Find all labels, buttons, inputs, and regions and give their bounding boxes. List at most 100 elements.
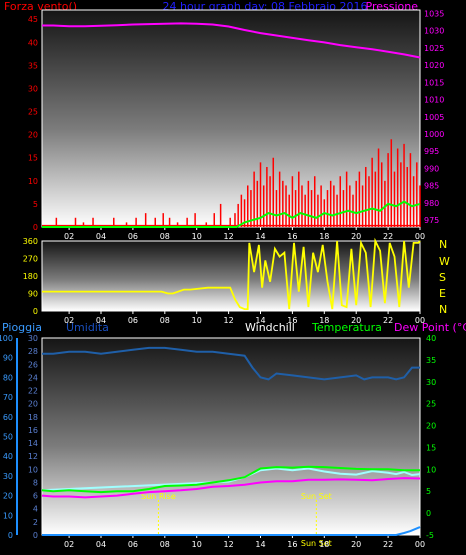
direction-panel (41, 240, 421, 312)
pressure-axis-tick: 990 (424, 164, 439, 173)
x-tick-label: 06 (128, 540, 138, 549)
wind-axis-tick: 45 (28, 15, 38, 24)
wind-axis-tick: 35 (28, 61, 38, 70)
rain-axis-tick: 100 (0, 334, 13, 343)
pressure-axis-tick: 980 (424, 199, 439, 208)
x-tick-label: 00 (415, 316, 425, 325)
temperature-axis-tick: 40 (426, 334, 436, 343)
sunrise-label: Sun Rise (141, 492, 176, 501)
x-tick-label: 02 (64, 540, 74, 549)
direction-letter-w: W (439, 255, 450, 268)
temperature-legend: Temperatura (311, 321, 382, 334)
x-tick-label: 14 (255, 316, 265, 325)
x-tick-label: 06 (128, 316, 138, 325)
rain-axis-tick: 90 (3, 354, 13, 363)
temperature-axis-tick: 5 (426, 487, 431, 496)
x-tick-label: 06 (128, 232, 138, 241)
x-tick-label: 14 (255, 232, 265, 241)
x-tick-label: 22 (383, 232, 393, 241)
direction-axis-tick: 0 (33, 307, 38, 316)
x-tick-label: 18 (319, 540, 329, 549)
sunset-label: Sun Set (301, 492, 332, 501)
x-tick-label: 20 (351, 540, 361, 549)
temperature-axis-tick: 30 (426, 378, 436, 387)
rain-axis-tick: 20 (3, 492, 13, 501)
wind-panel (41, 9, 421, 228)
humidity-axis-tick: 16 (28, 426, 38, 435)
wind-axis-tick: 15 (28, 154, 38, 163)
x-tick-label: 10 (192, 316, 202, 325)
rain-legend: Pioggia (2, 321, 42, 334)
pressure-axis-tick: 1035 (424, 9, 444, 18)
temperature-axis-tick: 15 (426, 443, 436, 452)
x-tick-label: 02 (64, 232, 74, 241)
humidity-legend: Umidita (66, 321, 109, 334)
wind-axis-tick: 0 (33, 223, 38, 232)
x-tick-label: 18 (319, 232, 329, 241)
x-tick-label: 10 (192, 540, 202, 549)
rain-axis-tick: 60 (3, 413, 13, 422)
humidity-axis-tick: 2 (33, 518, 38, 527)
humidity-axis-tick: 22 (28, 387, 38, 396)
rain-axis-tick: 0 (8, 531, 13, 540)
x-tick-label: 00 (415, 540, 425, 549)
humidity-axis-tick: 20 (28, 400, 38, 409)
x-tick-label: 00 (415, 232, 425, 241)
x-tick-label: 12 (224, 232, 234, 241)
humidity-line (42, 346, 420, 381)
pressure-axis-tick: 1015 (424, 78, 444, 87)
pressure-axis-tick: 975 (424, 216, 439, 225)
x-tick-label: 16 (287, 540, 297, 549)
direction-letter-e: E (439, 287, 446, 300)
windchill-legend: Windchill (245, 321, 295, 334)
x-tick-label: 02 (64, 316, 74, 325)
rain-axis-tick: 40 (3, 452, 13, 461)
wind-axis-tick: 40 (28, 38, 38, 47)
temperature-axis-tick: 25 (426, 400, 436, 409)
temperature-axis-tick: 35 (426, 356, 436, 365)
pressure-axis-tick: 1005 (424, 113, 444, 122)
wind-average-line (42, 200, 421, 228)
direction-letter-n-top: N (439, 238, 447, 251)
pressure-axis-tick: 1030 (424, 27, 444, 36)
x-tick-label: 08 (160, 540, 170, 549)
humidity-axis-tick: 12 (28, 452, 38, 461)
pressure-axis-tick: 1025 (424, 44, 444, 53)
rain-axis-tick: 30 (3, 472, 13, 481)
wind-axis-tick: 20 (28, 131, 38, 140)
pressure-axis-tick: 1020 (424, 61, 444, 70)
wind-direction-line (42, 237, 421, 311)
humidity-axis-tick: 4 (33, 505, 38, 514)
wind-axis-tick: 10 (28, 177, 38, 186)
rain-axis-tick: 50 (3, 433, 13, 442)
x-tick-label: 22 (383, 540, 393, 549)
x-tick-label: 04 (96, 232, 106, 241)
dewpoint-legend: Dew Point (°C) (394, 321, 466, 334)
rain-line (42, 526, 421, 536)
x-tick-label: 16 (287, 232, 297, 241)
pressure-axis-tick: 995 (424, 147, 439, 156)
humidity-axis-tick: 26 (28, 360, 38, 369)
humidity-axis-tick: 24 (28, 373, 38, 382)
wind-axis-tick: 25 (28, 108, 38, 117)
x-tick-label: 04 (96, 316, 106, 325)
x-tick-label: 12 (224, 540, 234, 549)
x-tick-label: 14 (255, 540, 265, 549)
x-tick-label: 08 (160, 316, 170, 325)
x-tick-label: 18 (319, 316, 329, 325)
temperature-axis-tick: 10 (426, 465, 436, 474)
humidity-axis-tick: 6 (33, 492, 38, 501)
x-tick-label: 04 (96, 540, 106, 549)
direction-letters: N W S E N (439, 238, 450, 316)
pressure-axis-tick: 1000 (424, 130, 444, 139)
x-tick-label: 22 (383, 316, 393, 325)
humidity-axis-tick: 10 (28, 465, 38, 474)
pressure-axis-tick: 1010 (424, 96, 444, 105)
direction-axis-tick: 90 (28, 290, 38, 299)
temperature-axis-tick: 0 (426, 509, 431, 518)
humidity-axis-tick: 18 (28, 413, 38, 422)
direction-letter-n-bottom: N (439, 303, 447, 316)
temperature-line (41, 465, 420, 494)
sunset-axis-label: Sun Set (301, 539, 332, 548)
